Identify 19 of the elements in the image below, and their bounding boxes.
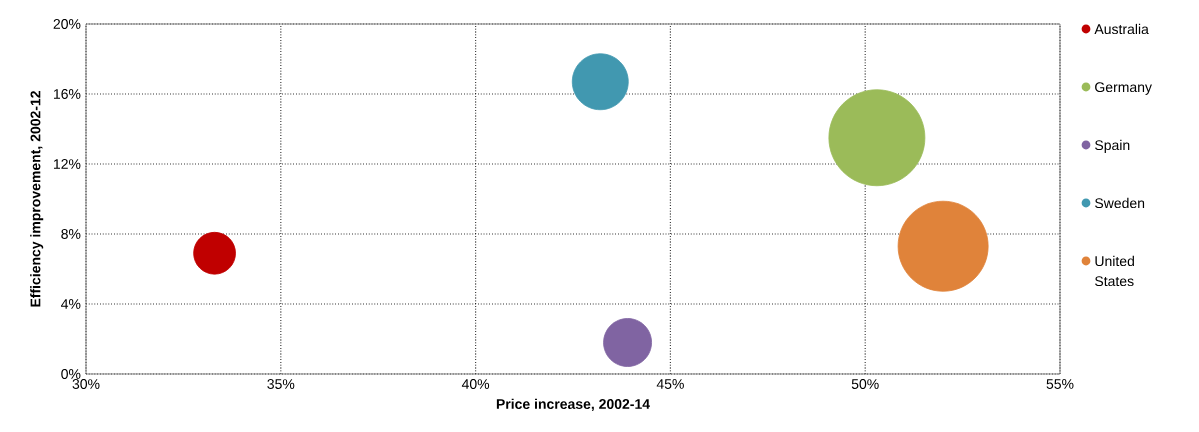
y-tick-label: 8% (61, 229, 81, 239)
x-axis-title: Price increase, 2002-14 (496, 398, 650, 411)
x-tick-label: 30% (72, 379, 100, 389)
y-tick-label: 12% (53, 159, 81, 169)
y-tick-label: 4% (61, 299, 81, 309)
x-tick-label: 45% (656, 379, 684, 389)
x-tick-label: 40% (461, 379, 490, 389)
y-tick-label: 0% (61, 369, 81, 379)
legend-label: United States (1095, 255, 1134, 287)
legend-label: Sweden (1095, 197, 1145, 209)
y-tick-label: 20% (53, 19, 81, 29)
y-axis-title: Efficiency improvement, 2002-12 (30, 91, 44, 307)
x-tick-label: 50% (851, 379, 879, 389)
legend-label: Spain (1095, 139, 1130, 153)
legend-label: Germany (1095, 82, 1152, 95)
x-tick-label: 35% (267, 379, 295, 389)
y-tick-label: 16% (53, 89, 81, 99)
legend-label: Australia (1094, 23, 1149, 35)
x-tick-label: 55% (1046, 379, 1074, 389)
